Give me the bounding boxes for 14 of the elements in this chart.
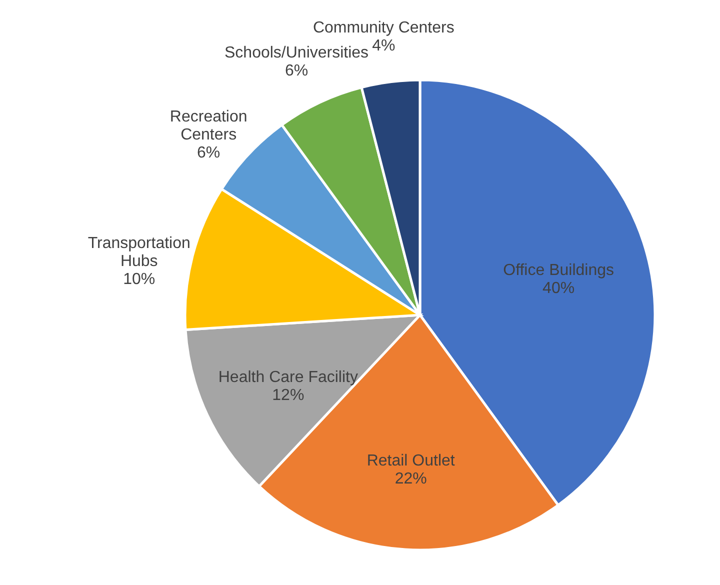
slice-label: Transportation Hubs bbox=[88, 234, 190, 270]
data-label: 12% bbox=[272, 387, 304, 404]
data-label: 22% bbox=[394, 470, 427, 488]
slice-label: Recreation Centers bbox=[170, 108, 248, 144]
data-label: 40% bbox=[542, 280, 575, 297]
data-label: 6% bbox=[197, 144, 220, 162]
slice-label: Community Centers bbox=[312, 19, 454, 36]
slice-label: Retail Outlet bbox=[366, 452, 456, 470]
data-label: 6% bbox=[284, 62, 308, 80]
slice-label: Office Buildings bbox=[503, 262, 614, 279]
slice-label: Health Care Facility bbox=[218, 369, 358, 386]
slice-label: Schools/Universities bbox=[224, 44, 369, 62]
data-label: 10% bbox=[123, 270, 156, 288]
data-label: 4% bbox=[372, 37, 396, 54]
